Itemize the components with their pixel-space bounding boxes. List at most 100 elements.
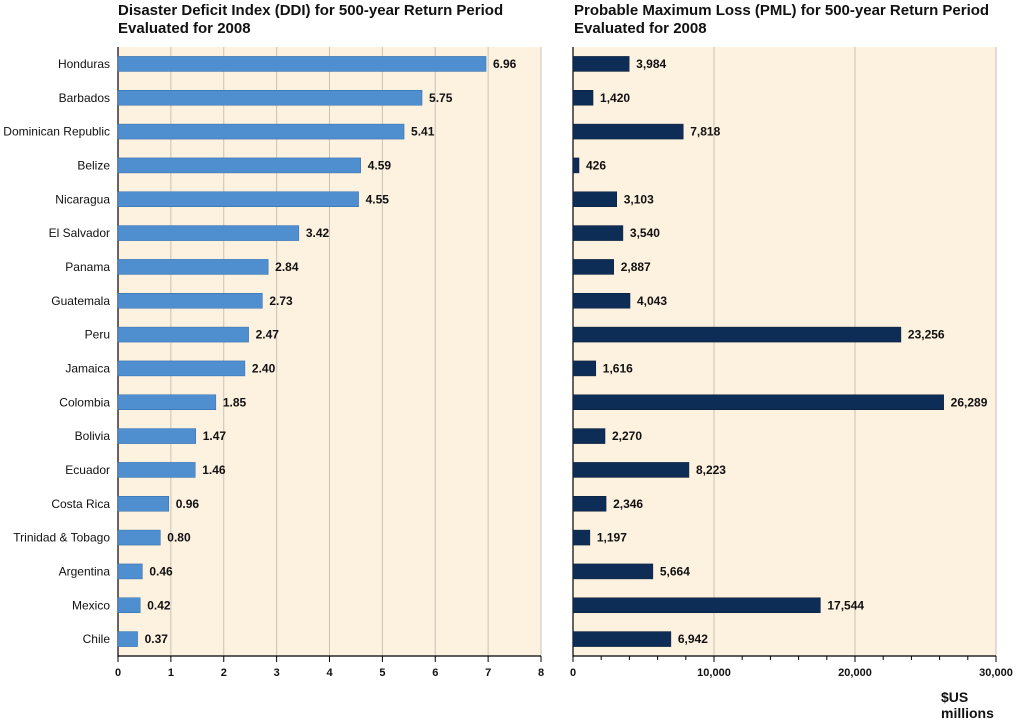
pml-value-label-colombia: 26,289 [951, 395, 988, 409]
ddi-value-label-argentina: 0.46 [149, 564, 173, 578]
pml-bar-barbados [572, 90, 594, 106]
ddi-value-label-chile: 0.37 [145, 632, 169, 646]
pml-bar-belize [572, 157, 580, 174]
pml-bar-el-salvador [572, 225, 624, 241]
ddi-value-label-barbados: 5.75 [429, 91, 453, 105]
ddi-category-label-belize: Belize [77, 158, 110, 172]
pml-value-label-argentina: 5,664 [660, 564, 690, 578]
pml-value-label-jamaica: 1,616 [603, 361, 633, 375]
ddi-bar-nicaragua [117, 191, 359, 207]
ddi-x-tick-label-6: 6 [432, 667, 438, 679]
ddi-category-label-barbados: Barbados [59, 91, 110, 105]
ddi-chart-title: Disaster Deficit Index (DDI) for 500-yea… [118, 2, 503, 38]
ddi-value-label-ecuador: 1.46 [202, 463, 226, 477]
ddi-category-label-honduras: Honduras [58, 57, 110, 71]
ddi-title-line-2: Evaluated for 2008 [118, 20, 251, 37]
pml-title-line-1: Probable Maximum Loss (PML) for 500-year… [574, 2, 990, 19]
ddi-category-label-trinidad-and-tobago: Trinidad & Tobago [13, 531, 110, 545]
ddi-bar-trinidad-and-tobago [117, 529, 161, 546]
ddi-category-label-panama: Panama [65, 260, 110, 274]
pml-value-label-costa-rica: 2,346 [613, 497, 643, 511]
ddi-bar-belize [117, 157, 361, 174]
ddi-bar-dominican-republic [117, 123, 405, 140]
pml-value-label-honduras: 3,984 [636, 57, 666, 71]
ddi-bar-bolivia [117, 428, 196, 444]
ddi-category-label-guatemala: Guatemala [51, 294, 110, 308]
pml-x-axis-unit-label: $US millions [941, 689, 994, 721]
ddi-category-label-costa-rica: Costa Rica [51, 497, 110, 511]
pml-value-label-nicaragua: 3,103 [624, 192, 654, 206]
ddi-bar-costa-rica [117, 496, 170, 512]
ddi-bar-el-salvador [117, 225, 300, 241]
ddi-bar-peru [117, 326, 249, 343]
pml-chart-title: Probable Maximum Loss (PML) for 500-year… [574, 2, 989, 38]
ddi-x-tick-label-1: 1 [168, 667, 174, 679]
pml-bar-dominican-republic [572, 123, 684, 140]
ddi-category-label-chile: Chile [83, 632, 111, 646]
ddi-category-label-dominican-republic: Dominican Republic [3, 125, 110, 139]
ddi-value-label-belize: 4.59 [368, 158, 392, 172]
ddi-category-label-colombia: Colombia [59, 395, 110, 409]
ddi-category-label-mexico: Mexico [72, 598, 110, 612]
pml-bar-colombia [572, 394, 944, 410]
pml-x-tick-label-1: 10,000 [697, 667, 731, 679]
pml-bar-peru [572, 326, 902, 343]
ddi-category-label-bolivia: Bolivia [75, 429, 111, 443]
pml-value-label-chile: 6,942 [678, 632, 708, 646]
ddi-bar-colombia [117, 394, 217, 410]
pml-value-label-peru: 23,256 [908, 328, 945, 342]
ddi-value-label-guatemala: 2.73 [269, 294, 293, 308]
ddi-bar-mexico [117, 597, 141, 613]
pml-value-label-ecuador: 8,223 [696, 463, 726, 477]
ddi-category-label-nicaragua: Nicaragua [55, 192, 110, 206]
ddi-bar-panama [117, 259, 269, 275]
pml-value-label-trinidad-and-tobago: 1,197 [597, 531, 627, 545]
ddi-category-label-el-salvador: El Salvador [49, 226, 110, 240]
pml-bar-jamaica [572, 360, 597, 377]
pml-x-tick-label-0: 0 [570, 667, 576, 679]
pml-value-label-mexico: 17,544 [827, 598, 864, 612]
ddi-x-tick-label-7: 7 [485, 667, 491, 679]
pml-bar-ecuador [572, 462, 690, 478]
ddi-x-tick-label-0: 0 [115, 667, 121, 679]
ddi-bar-barbados [117, 90, 423, 106]
pml-bar-bolivia [572, 428, 606, 444]
pml-plot-background [573, 47, 996, 656]
ddi-value-label-nicaragua: 4.55 [366, 192, 390, 206]
ddi-x-tick-label-5: 5 [379, 667, 385, 679]
pml-x-tick-label-2: 20,000 [838, 667, 872, 679]
ddi-value-label-dominican-republic: 5.41 [411, 125, 435, 139]
ddi-category-label-peru: Peru [85, 328, 110, 342]
pml-bar-trinidad-and-tobago [572, 529, 591, 546]
pml-value-label-panama: 2,887 [621, 260, 651, 274]
pml-title-line-2: Evaluated for 2008 [574, 20, 707, 37]
ddi-x-tick-label-8: 8 [538, 667, 544, 679]
ddi-x-tick-label-2: 2 [221, 667, 227, 679]
ddi-bar-chile [117, 631, 138, 647]
pml-x-tick-label-3: 30,000 [979, 667, 1013, 679]
ddi-value-label-honduras: 6.96 [493, 57, 517, 71]
ddi-value-label-mexico: 0.42 [147, 598, 171, 612]
ddi-value-label-el-salvador: 3.42 [306, 226, 330, 240]
pml-bar-mexico [572, 597, 821, 613]
pml-value-label-barbados: 1,420 [600, 91, 630, 105]
ddi-value-label-peru: 2.47 [256, 328, 280, 342]
ddi-bar-ecuador [117, 462, 196, 478]
ddi-value-label-trinidad-and-tobago: 0.80 [167, 531, 191, 545]
pml-bar-argentina [572, 563, 654, 580]
ddi-value-label-costa-rica: 0.96 [176, 497, 200, 511]
ddi-bar-argentina [117, 563, 143, 580]
pml-bar-guatemala [572, 293, 631, 309]
ddi-category-label-ecuador: Ecuador [65, 463, 110, 477]
pml-bar-chile [572, 631, 672, 647]
ddi-x-tick-label-4: 4 [326, 667, 333, 679]
pml-bar-nicaragua [572, 191, 618, 207]
ddi-bar-jamaica [117, 360, 246, 377]
ddi-x-tick-label-3: 3 [274, 667, 280, 679]
pml-value-label-el-salvador: 3,540 [630, 226, 660, 240]
ddi-title-line-1: Disaster Deficit Index (DDI) for 500-yea… [118, 2, 504, 19]
pml-bar-chart: 0 10,000 20,000 30,000 3,984 1,420 7,818 426 3,1… [570, 47, 1013, 679]
pml-bar-honduras [572, 56, 630, 72]
pml-bar-costa-rica [572, 496, 607, 512]
